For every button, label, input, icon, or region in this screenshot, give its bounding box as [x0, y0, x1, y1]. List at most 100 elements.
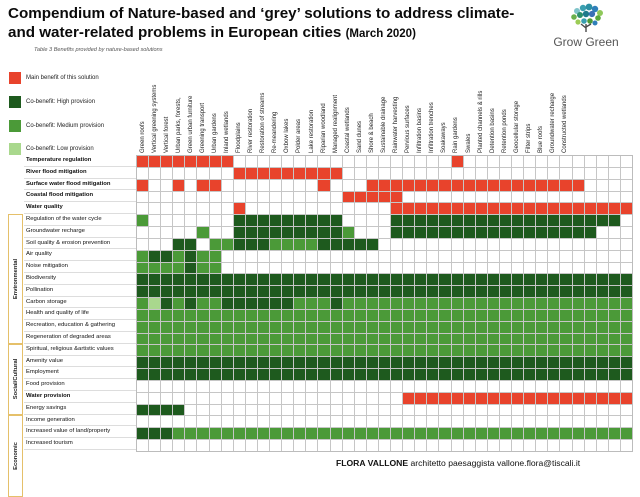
matrix-cell — [173, 298, 185, 309]
matrix-cell — [330, 274, 342, 286]
matrix-cell — [572, 262, 584, 274]
matrix-cell — [391, 215, 403, 227]
matrix-cell — [560, 321, 572, 333]
matrix-cell — [209, 203, 221, 215]
matrix-cell — [560, 298, 572, 309]
matrix-cell — [137, 416, 149, 428]
matrix-cell — [366, 167, 378, 179]
matrix-cell — [330, 333, 342, 345]
row-label: Health and quality of life — [24, 308, 136, 321]
matrix-cell — [536, 274, 548, 286]
matrix-cell — [185, 286, 197, 298]
matrix-cell — [221, 274, 233, 286]
matrix-cell — [620, 191, 632, 203]
matrix-cell — [197, 380, 209, 392]
matrix-cell — [439, 345, 451, 357]
matrix-cell — [318, 321, 330, 333]
matrix-cell — [354, 227, 366, 238]
column-header: Sustainable drainage — [381, 96, 387, 153]
matrix-cell — [354, 286, 366, 298]
matrix-cell — [233, 286, 245, 298]
matrix-cell — [487, 309, 499, 321]
matrix-cell — [173, 333, 185, 345]
row-label: Coastal flood mitigation — [24, 190, 136, 203]
matrix-cell — [366, 250, 378, 262]
matrix-cell — [439, 274, 451, 286]
matrix-cell — [197, 286, 209, 298]
matrix-cell — [245, 274, 257, 286]
matrix-cell — [378, 250, 391, 262]
matrix-cell — [294, 167, 306, 179]
matrix-cell — [608, 321, 620, 333]
matrix-cell — [403, 274, 415, 286]
matrix-cell — [572, 428, 584, 440]
matrix-cell — [185, 250, 197, 262]
matrix-cell — [620, 428, 632, 440]
matrix-cell — [463, 428, 475, 440]
matrix-cell — [391, 428, 403, 440]
matrix-cell — [161, 345, 173, 357]
matrix-cell — [197, 227, 209, 238]
matrix-cell — [378, 274, 391, 286]
matrix-cell — [366, 286, 378, 298]
matrix-cell — [306, 416, 318, 428]
matrix-cell — [536, 298, 548, 309]
column-header: Polder areas — [296, 118, 303, 153]
matrix-cell — [294, 321, 306, 333]
matrix-cell — [608, 404, 620, 416]
matrix-cell — [499, 215, 512, 227]
matrix-cell — [560, 179, 572, 191]
matrix-cell — [197, 333, 209, 345]
matrix-cell — [245, 179, 257, 191]
legend-label: Main benefit of this solution — [26, 75, 99, 81]
matrix-cell — [548, 298, 560, 309]
matrix-cell — [209, 274, 221, 286]
matrix-cell — [536, 191, 548, 203]
matrix-cell — [233, 156, 245, 167]
matrix-cell — [499, 203, 512, 215]
matrix-cell — [463, 309, 475, 321]
matrix-cell — [342, 345, 354, 357]
matrix-cell — [318, 404, 330, 416]
matrix-cell — [221, 227, 233, 238]
matrix-cell — [391, 179, 403, 191]
row-labels: Temperature regulation River flood mitiga… — [24, 155, 136, 452]
matrix-cell — [366, 416, 378, 428]
matrix-cell — [366, 357, 378, 369]
matrix-cell — [257, 191, 270, 203]
matrix-cell — [137, 321, 149, 333]
matrix-cell — [427, 262, 439, 274]
matrix-cell — [499, 440, 512, 451]
matrix-cell — [548, 156, 560, 167]
matrix-cell — [330, 357, 342, 369]
matrix-cell — [596, 428, 608, 440]
matrix-cell — [512, 321, 524, 333]
matrix-cell — [439, 321, 451, 333]
matrix-cell — [161, 309, 173, 321]
matrix-cell — [306, 321, 318, 333]
matrix-cell — [197, 309, 209, 321]
matrix-cell — [548, 179, 560, 191]
matrix-cell — [560, 191, 572, 203]
matrix-cell — [149, 156, 161, 167]
matrix-cell — [221, 309, 233, 321]
matrix-cell — [149, 286, 161, 298]
matrix-cell — [233, 440, 245, 451]
matrix-cell — [378, 416, 391, 428]
matrix-cell — [137, 250, 149, 262]
matrix-cell — [342, 215, 354, 227]
matrix-cell — [378, 179, 391, 191]
matrix-cell — [282, 238, 294, 250]
matrix-cell — [173, 191, 185, 203]
matrix-cell — [149, 238, 161, 250]
matrix-cell — [536, 203, 548, 215]
matrix-cell — [330, 404, 342, 416]
matrix-cell — [221, 298, 233, 309]
matrix-cell — [512, 250, 524, 262]
matrix-cell — [318, 298, 330, 309]
matrix-cell — [306, 274, 318, 286]
matrix-cell — [366, 404, 378, 416]
matrix-cell — [451, 238, 463, 250]
matrix-cell — [245, 191, 257, 203]
matrix-cell — [173, 262, 185, 274]
